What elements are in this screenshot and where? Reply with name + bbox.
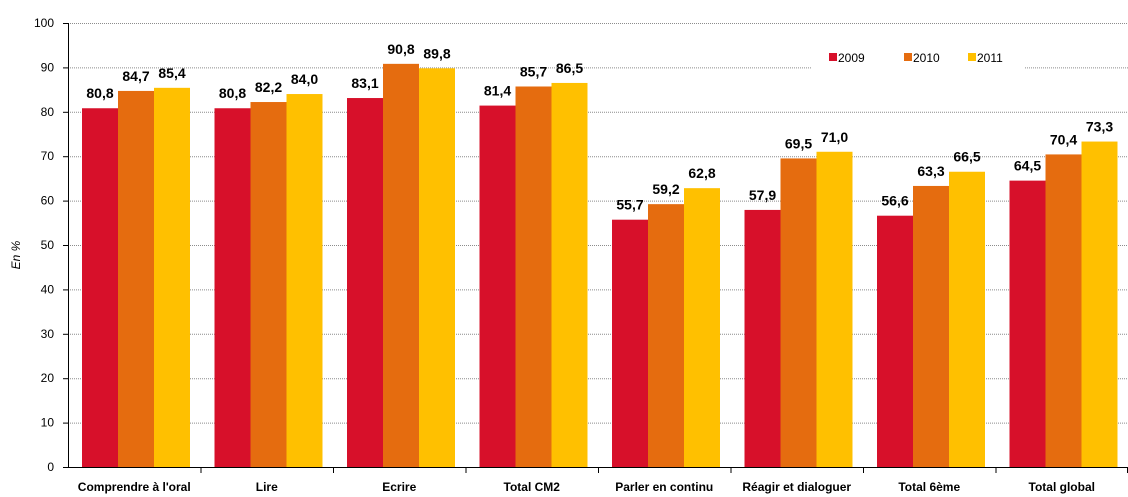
bar-2011 [286,94,323,467]
data-label-2010: 63,3 [917,163,944,179]
y-tick-label: 10 [41,416,55,430]
y-tick-label: 50 [41,238,55,252]
data-label-2010: 70,4 [1050,131,1077,147]
x-category-label: Comprendre à l'oral [78,480,191,494]
bars [82,63,1118,468]
x-category-label: Total CM2 [504,480,561,494]
data-label-2009: 64,5 [1014,158,1041,174]
x-category-label: Réagir et dialoguer [742,480,851,494]
x-category-label: Total global [1029,480,1095,494]
data-label-2009: 55,7 [616,197,643,213]
legend-label-2011: 2011 [977,51,1003,65]
bar-2009 [347,98,383,467]
bar-2010 [118,90,154,467]
data-label-2010: 84,7 [122,68,149,84]
data-label-2011: 84,0 [291,71,318,87]
x-category-label: Lire [256,480,278,494]
bar-2010 [780,158,817,468]
x-category-label: Parler en continu [615,480,713,494]
bar-2011 [419,68,455,468]
data-label-2009: 80,8 [86,85,113,101]
data-label-2009: 81,4 [484,83,511,99]
bar-2010 [250,102,287,468]
data-labels: 80,8 84,7 85,4 80,8 82,2 84,0 83,1 90,8 89,8 81,4… [86,41,1113,213]
data-label-2009: 83,1 [351,75,378,91]
y-tick-label: 0 [47,460,54,474]
data-label-2010: 90,8 [387,41,414,57]
bar-2011 [1081,141,1118,467]
bar-2011 [551,82,588,467]
y-tick-label: 70 [41,149,55,163]
data-label-2010: 69,5 [785,135,812,151]
data-label-2011: 62,8 [688,165,715,181]
axes: 0 10 20 30 40 50 60 70 80 90 100 Comprendre à l'ora… [34,16,1128,494]
data-label-2011: 85,4 [158,65,185,81]
bar-2011 [154,87,190,467]
y-tick-label: 40 [41,282,55,296]
bar-2010 [383,63,419,468]
bar-2010 [648,204,684,468]
legend-swatch-2010 [904,53,912,61]
legend-label-2010: 2010 [913,51,940,65]
bar-2009 [612,219,648,467]
y-tick-label: 100 [34,16,54,30]
bar-2011 [684,188,720,467]
bar-2009 [479,105,516,468]
data-label-2010: 82,2 [255,79,282,95]
data-label-2011: 73,3 [1086,119,1113,135]
bar-2009 [744,209,781,467]
data-label-2011: 66,5 [953,149,980,165]
legend-swatch-2009 [829,53,837,61]
bar-2009 [82,108,118,468]
legend-label-2009: 2009 [838,51,865,65]
data-label-2009: 80,8 [219,85,246,101]
y-tick-label: 90 [41,60,55,74]
legend-swatch-2011 [968,53,976,61]
x-category-label: Ecrire [382,480,416,494]
bar-2011 [949,171,985,468]
x-category-label: Total 6ème [898,480,960,494]
data-label-2010: 59,2 [652,181,679,197]
y-tick-label: 30 [41,327,55,341]
y-axis-label: En % [9,240,23,269]
bar-2011 [816,151,853,467]
data-label-2009: 56,6 [881,193,908,209]
bar-2010 [1045,154,1082,467]
data-label-2011: 71,0 [821,129,848,145]
bar-2009 [1009,180,1046,467]
data-label-2010: 85,7 [520,63,547,79]
data-label-2011: 89,8 [423,45,450,61]
bar-2009 [877,215,913,467]
bar-2010 [515,86,552,467]
bar-2010 [913,185,949,467]
y-tick-label: 60 [41,194,55,208]
data-label-2011: 86,5 [556,60,583,76]
bar-2009 [214,108,251,468]
data-label-2009: 57,9 [749,187,776,203]
y-tick-label: 80 [41,105,55,119]
legend: 2009 2010 2011 [829,51,1003,65]
y-tick-label: 20 [41,371,55,385]
